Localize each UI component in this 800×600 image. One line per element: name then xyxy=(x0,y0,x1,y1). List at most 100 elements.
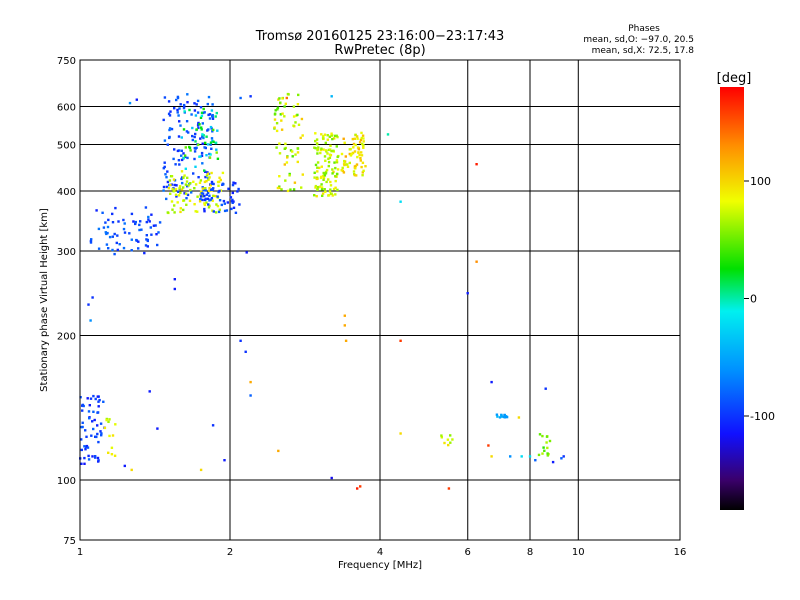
data-point xyxy=(297,123,301,126)
data-point xyxy=(209,188,213,191)
data-point xyxy=(399,432,402,435)
data-point xyxy=(223,459,226,462)
data-point xyxy=(115,241,118,245)
data-point xyxy=(178,163,181,166)
data-point xyxy=(170,200,174,203)
data-point xyxy=(284,102,287,105)
data-point xyxy=(145,238,148,241)
data-point xyxy=(83,462,86,465)
data-point xyxy=(313,176,316,179)
data-point xyxy=(215,203,218,206)
data-point xyxy=(147,218,150,221)
data-point xyxy=(184,155,187,159)
data-point xyxy=(331,134,334,137)
info-heading: Phases xyxy=(628,24,660,34)
data-point xyxy=(351,137,354,141)
data-point xyxy=(143,251,146,255)
data-point xyxy=(138,223,141,227)
data-point xyxy=(91,296,94,299)
data-point xyxy=(201,186,204,189)
data-point xyxy=(208,156,212,159)
data-point xyxy=(202,189,205,192)
data-point xyxy=(177,159,181,162)
data-point xyxy=(200,192,204,195)
data-point xyxy=(204,188,207,192)
data-point xyxy=(217,184,220,187)
data-point xyxy=(324,172,328,175)
data-point xyxy=(490,455,493,458)
data-point xyxy=(187,131,190,134)
data-point xyxy=(331,137,334,141)
data-point xyxy=(191,126,194,130)
data-point xyxy=(315,142,319,146)
data-point xyxy=(315,177,318,181)
data-point xyxy=(203,180,207,184)
data-point xyxy=(292,105,296,108)
data-point xyxy=(181,181,184,185)
data-point xyxy=(167,112,171,115)
data-point xyxy=(111,235,114,238)
data-point xyxy=(170,183,173,186)
data-point xyxy=(168,135,171,139)
data-point xyxy=(219,189,223,192)
data-point xyxy=(186,156,189,160)
data-point xyxy=(193,203,196,206)
data-point xyxy=(329,188,332,191)
y-tick-label: 200 xyxy=(57,332,76,343)
data-point xyxy=(183,105,186,108)
data-point xyxy=(196,195,199,198)
data-point xyxy=(330,192,333,195)
data-point xyxy=(193,102,196,105)
data-point xyxy=(99,430,102,433)
data-point xyxy=(184,167,187,170)
data-point xyxy=(210,147,213,150)
data-point xyxy=(209,125,213,129)
x-axis-label: Frequency [MHz] xyxy=(338,560,422,571)
data-point xyxy=(178,185,182,188)
data-point xyxy=(186,193,190,197)
data-point xyxy=(319,151,322,155)
data-point xyxy=(86,446,90,449)
data-point xyxy=(162,185,166,189)
data-point xyxy=(336,168,340,171)
data-point xyxy=(349,154,353,157)
data-point xyxy=(322,171,325,175)
data-point xyxy=(331,194,334,197)
data-point xyxy=(495,413,499,416)
data-point xyxy=(203,194,206,198)
data-point xyxy=(301,173,304,176)
data-point xyxy=(123,222,126,225)
data-point xyxy=(96,432,99,436)
data-point xyxy=(117,220,120,223)
data-point xyxy=(182,152,185,155)
data-point xyxy=(177,194,181,197)
data-point xyxy=(175,195,178,198)
data-point xyxy=(139,220,142,223)
data-point xyxy=(321,194,324,197)
data-point xyxy=(144,244,148,247)
data-point xyxy=(195,128,198,131)
data-point xyxy=(203,210,206,213)
data-point xyxy=(137,247,140,250)
data-point xyxy=(184,146,187,149)
data-point xyxy=(190,113,193,116)
data-point xyxy=(301,134,304,137)
plot-frame xyxy=(79,59,681,541)
data-point xyxy=(216,129,219,132)
data-point xyxy=(314,139,317,143)
data-point xyxy=(193,187,196,190)
data-point xyxy=(97,247,101,250)
data-point xyxy=(182,106,186,110)
data-point xyxy=(277,98,280,101)
data-point xyxy=(170,127,174,131)
data-point xyxy=(288,172,291,176)
data-point xyxy=(217,210,221,214)
data-point xyxy=(199,190,203,193)
data-point xyxy=(327,164,330,168)
data-point xyxy=(214,211,218,214)
data-point xyxy=(324,170,328,174)
data-point xyxy=(88,404,91,407)
data-point xyxy=(475,260,478,263)
data-point xyxy=(185,130,189,133)
data-point xyxy=(162,118,165,122)
